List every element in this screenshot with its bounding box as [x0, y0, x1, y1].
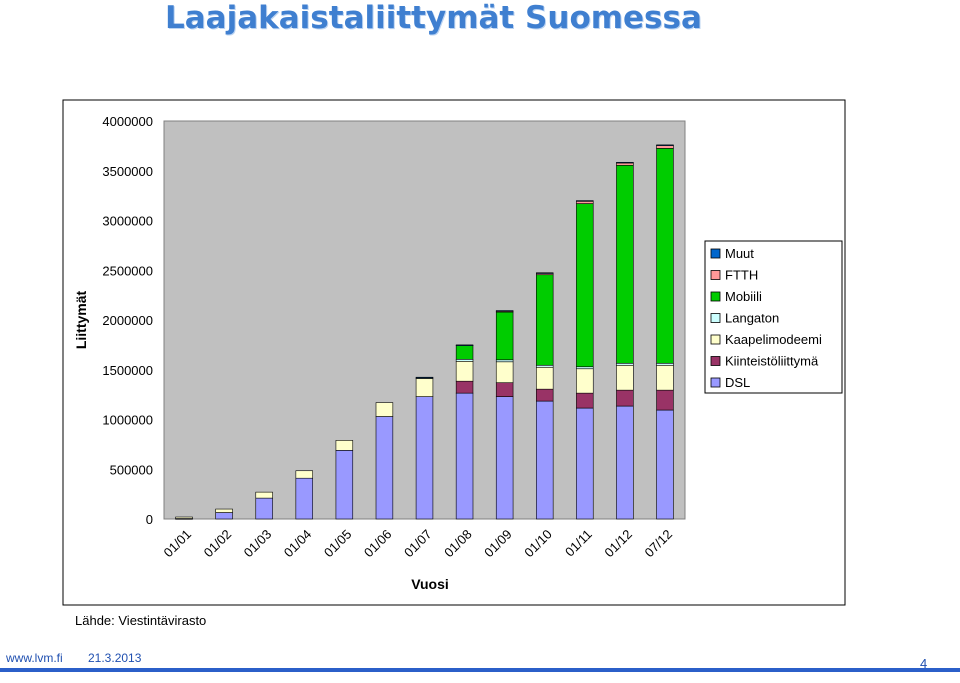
bar-segment: [415, 376, 434, 379]
legend-label: FTTH: [725, 268, 758, 283]
bar-segment: [295, 477, 313, 520]
bar-segment: [455, 360, 474, 382]
y-tick-label: 2500000: [102, 263, 153, 278]
bar-segment: [536, 388, 554, 402]
legend-swatch: [710, 291, 721, 302]
bar-segment: [576, 407, 594, 520]
legend-swatch: [710, 356, 721, 366]
bar-segment: [335, 440, 354, 451]
bar-segment: [495, 310, 514, 312]
y-tick-label: 3500000: [102, 164, 153, 179]
legend-swatch: [710, 248, 721, 259]
bar-segment: [616, 405, 634, 520]
bar-segment: [295, 470, 313, 479]
bar-segment: [616, 161, 634, 164]
y-tick-label: 1000000: [102, 413, 153, 428]
bar-segment: [656, 409, 674, 520]
bar-segment: [495, 382, 514, 397]
y-tick-label: 1500000: [102, 363, 153, 378]
y-tick-label: 2000000: [102, 313, 153, 328]
bar-segment: [536, 366, 554, 390]
bar-segment: [335, 450, 354, 520]
legend-swatch: [710, 334, 721, 345]
y-tick-label: 0: [146, 512, 153, 527]
bar-segment: [255, 497, 273, 520]
legend-box: [704, 240, 843, 394]
footer-divider: [0, 668, 960, 672]
bar-segment: [656, 364, 674, 391]
bar-segment: [495, 396, 514, 520]
bar-segment: [616, 164, 634, 364]
legend-swatch: [710, 270, 721, 280]
bar-segment: [215, 508, 233, 513]
source-note: Lähde: Viestintävirasto: [75, 613, 207, 628]
bar-segment: [536, 400, 554, 520]
bar-segment: [375, 416, 394, 520]
x-axis-label: Vuosi: [411, 576, 449, 592]
bar-segment: [415, 396, 434, 520]
footer-date: 21.3.2013: [88, 651, 142, 665]
bar-segment: [576, 368, 594, 394]
bar-segment: [455, 392, 474, 520]
bar-segment: [576, 392, 594, 409]
bar-segment: [415, 378, 434, 397]
bar-segment: [536, 272, 554, 274]
bar-segment: [616, 364, 634, 391]
bar-segment: [576, 203, 594, 368]
legend-label: Muut: [725, 246, 754, 261]
bar-segment: [616, 389, 634, 407]
bar-segment: [656, 144, 674, 146]
legend-label: Langaton: [725, 311, 779, 326]
bar-segment: [375, 402, 394, 417]
y-tick-label: 4000000: [102, 114, 153, 129]
legend-swatch: [710, 313, 721, 323]
slide-title: Laajakaistaliittymät Suomessa: [165, 0, 702, 36]
bar-segment: [495, 361, 514, 383]
legend-label: Kiinteistöliittymä: [725, 354, 819, 369]
bar-segment: [455, 345, 474, 360]
bar-segment: [495, 311, 514, 361]
bar-segment: [576, 200, 594, 202]
y-tick-label: 3000000: [102, 214, 153, 229]
bar-segment: [175, 516, 193, 519]
bar-segment: [656, 148, 674, 364]
bar-segment: [656, 389, 674, 411]
y-axis-label: Liittymät: [73, 290, 89, 349]
bar-segment: [455, 380, 474, 394]
bar-segment: [215, 512, 233, 520]
legend-label: Kaapelimodeemi: [725, 332, 822, 347]
legend-label: Mobiili: [725, 289, 762, 304]
legend-label: DSL: [725, 375, 750, 390]
y-tick-label: 500000: [110, 462, 153, 477]
bar-segment: [455, 344, 474, 346]
page-number: 4: [920, 656, 928, 671]
bar-segment: [536, 274, 554, 366]
legend-swatch: [710, 377, 721, 388]
footer-link[interactable]: www.lvm.fi: [6, 651, 63, 665]
bar-segment: [255, 491, 273, 499]
legend: Muut FTTH Mobiili Langaton Kaapelimodeemi Kii…: [704, 240, 843, 394]
